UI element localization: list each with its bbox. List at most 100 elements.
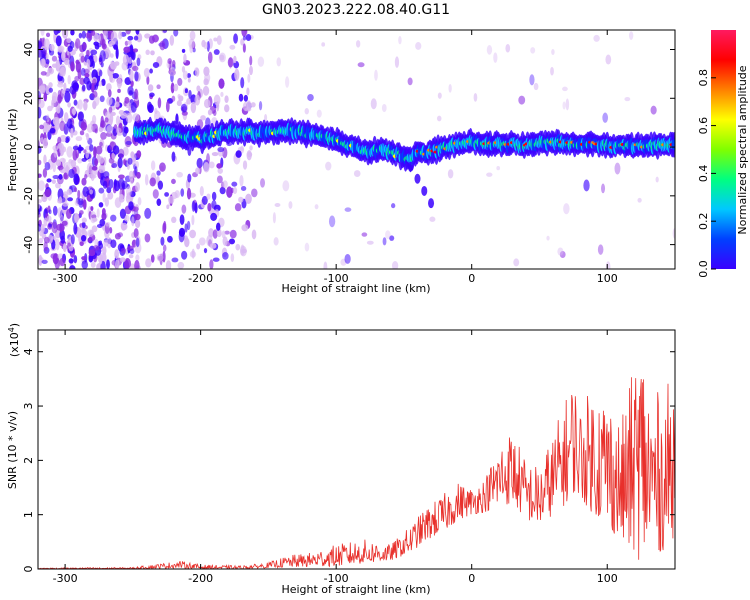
noise-speckle bbox=[191, 200, 196, 212]
noise-speckle bbox=[128, 56, 132, 65]
noise-speckle bbox=[123, 159, 127, 166]
noise-speckle bbox=[180, 103, 188, 113]
colorbar-tick-label: 0.0 bbox=[697, 260, 710, 278]
noise-speckle bbox=[59, 63, 66, 75]
noise-speckle bbox=[234, 203, 242, 212]
noise-speckle bbox=[529, 74, 535, 86]
noise-speckle bbox=[213, 94, 221, 106]
noise-speckle bbox=[222, 180, 228, 189]
noise-speckle bbox=[232, 187, 238, 195]
noise-speckle bbox=[234, 68, 240, 81]
noise-speckle bbox=[145, 49, 150, 56]
noise-speckle bbox=[73, 99, 78, 106]
noise-speckle bbox=[121, 182, 126, 190]
ridge-tail bbox=[421, 185, 428, 196]
noise-speckle bbox=[70, 30, 75, 36]
noise-speckle bbox=[366, 240, 374, 245]
noise-speckle bbox=[135, 30, 140, 35]
noise-speckle bbox=[135, 181, 140, 192]
noise-speckle bbox=[71, 108, 77, 115]
noise-speckle bbox=[82, 42, 87, 51]
noise-speckle bbox=[130, 151, 135, 159]
noise-speckle bbox=[183, 53, 187, 63]
noise-speckle bbox=[304, 242, 310, 252]
figure-title: GN03.2023.222.08.40.G11 bbox=[262, 2, 450, 18]
noise-speckle bbox=[370, 98, 377, 110]
noise-speckle bbox=[125, 112, 133, 124]
noise-speckle bbox=[245, 193, 252, 204]
noise-speckle bbox=[150, 50, 155, 56]
noise-speckle bbox=[127, 40, 132, 45]
noise-speckle bbox=[38, 99, 45, 109]
noise-speckle bbox=[177, 77, 183, 86]
noise-speckle bbox=[249, 145, 253, 151]
noise-speckle bbox=[143, 67, 150, 78]
noise-speckle bbox=[38, 199, 43, 204]
noise-speckle bbox=[144, 174, 149, 186]
noise-speckle bbox=[436, 115, 442, 122]
noise-speckle bbox=[45, 32, 51, 38]
noise-speckle bbox=[189, 229, 196, 239]
noise-speckle bbox=[505, 43, 511, 53]
noise-speckle bbox=[149, 177, 156, 187]
noise-speckle bbox=[215, 222, 221, 231]
noise-speckle bbox=[124, 96, 130, 104]
noise-speckle bbox=[39, 58, 47, 67]
noise-speckle bbox=[77, 146, 84, 152]
noise-speckle bbox=[38, 173, 42, 178]
noise-speckle bbox=[90, 262, 96, 268]
noise-speckle bbox=[207, 202, 212, 212]
noise-speckle bbox=[132, 158, 136, 163]
y-tick-label: 4 bbox=[22, 348, 35, 355]
noise-speckle bbox=[152, 61, 160, 69]
noise-speckle bbox=[38, 106, 42, 119]
colorbar-label: Normalized spectral amplitude bbox=[736, 65, 749, 234]
noise-speckle bbox=[196, 157, 203, 169]
noise-speckle bbox=[106, 96, 113, 106]
snr-y-ticks: 0 1 2 3 4 bbox=[22, 348, 675, 573]
noise-speckle bbox=[127, 35, 134, 41]
noise-speckle bbox=[50, 253, 58, 259]
colorbar-ticks: 0.0 0.2 0.4 0.6 0.8 bbox=[697, 69, 716, 278]
noise-speckle bbox=[189, 30, 196, 41]
noise-speckle bbox=[119, 257, 126, 263]
noise-speckle bbox=[257, 56, 265, 67]
noise-speckle bbox=[103, 30, 109, 41]
colorbar-tick-label: 0.4 bbox=[697, 165, 710, 183]
noise-speckle bbox=[78, 32, 83, 39]
noise-speckle bbox=[81, 217, 87, 223]
snr-x-axis-label: Height of straight line (km) bbox=[281, 583, 430, 596]
noise-speckle bbox=[136, 150, 142, 159]
noise-speckle bbox=[88, 255, 94, 263]
noise-speckle bbox=[105, 221, 111, 227]
noise-speckle bbox=[288, 201, 293, 209]
noise-speckle bbox=[157, 180, 164, 190]
y-tick-label: 0 bbox=[22, 566, 35, 573]
noise-speckle bbox=[104, 197, 110, 207]
noise-speckle bbox=[551, 49, 555, 55]
noise-speckle bbox=[240, 77, 245, 89]
noise-speckle bbox=[171, 178, 176, 185]
noise-speckle bbox=[53, 30, 59, 36]
noise-speckle bbox=[240, 38, 245, 46]
noise-speckle bbox=[114, 259, 120, 269]
noise-speckle bbox=[355, 40, 361, 48]
noise-speckle bbox=[64, 91, 71, 103]
noise-speckle bbox=[203, 247, 208, 254]
noise-speckle bbox=[59, 120, 66, 132]
noise-speckle bbox=[557, 247, 564, 256]
noise-speckle bbox=[109, 227, 113, 234]
noise-speckle bbox=[106, 124, 114, 134]
noise-speckle bbox=[104, 117, 109, 123]
noise-speckle bbox=[55, 159, 61, 167]
noise-speckle bbox=[54, 257, 60, 269]
noise-speckle bbox=[211, 191, 217, 201]
noise-speckle bbox=[176, 171, 183, 178]
noise-speckle bbox=[38, 180, 45, 191]
noise-speckle bbox=[119, 244, 125, 249]
noise-speckle bbox=[221, 230, 226, 239]
noise-speckle bbox=[447, 169, 454, 179]
noise-speckle bbox=[59, 135, 67, 143]
noise-speckle bbox=[228, 238, 236, 245]
